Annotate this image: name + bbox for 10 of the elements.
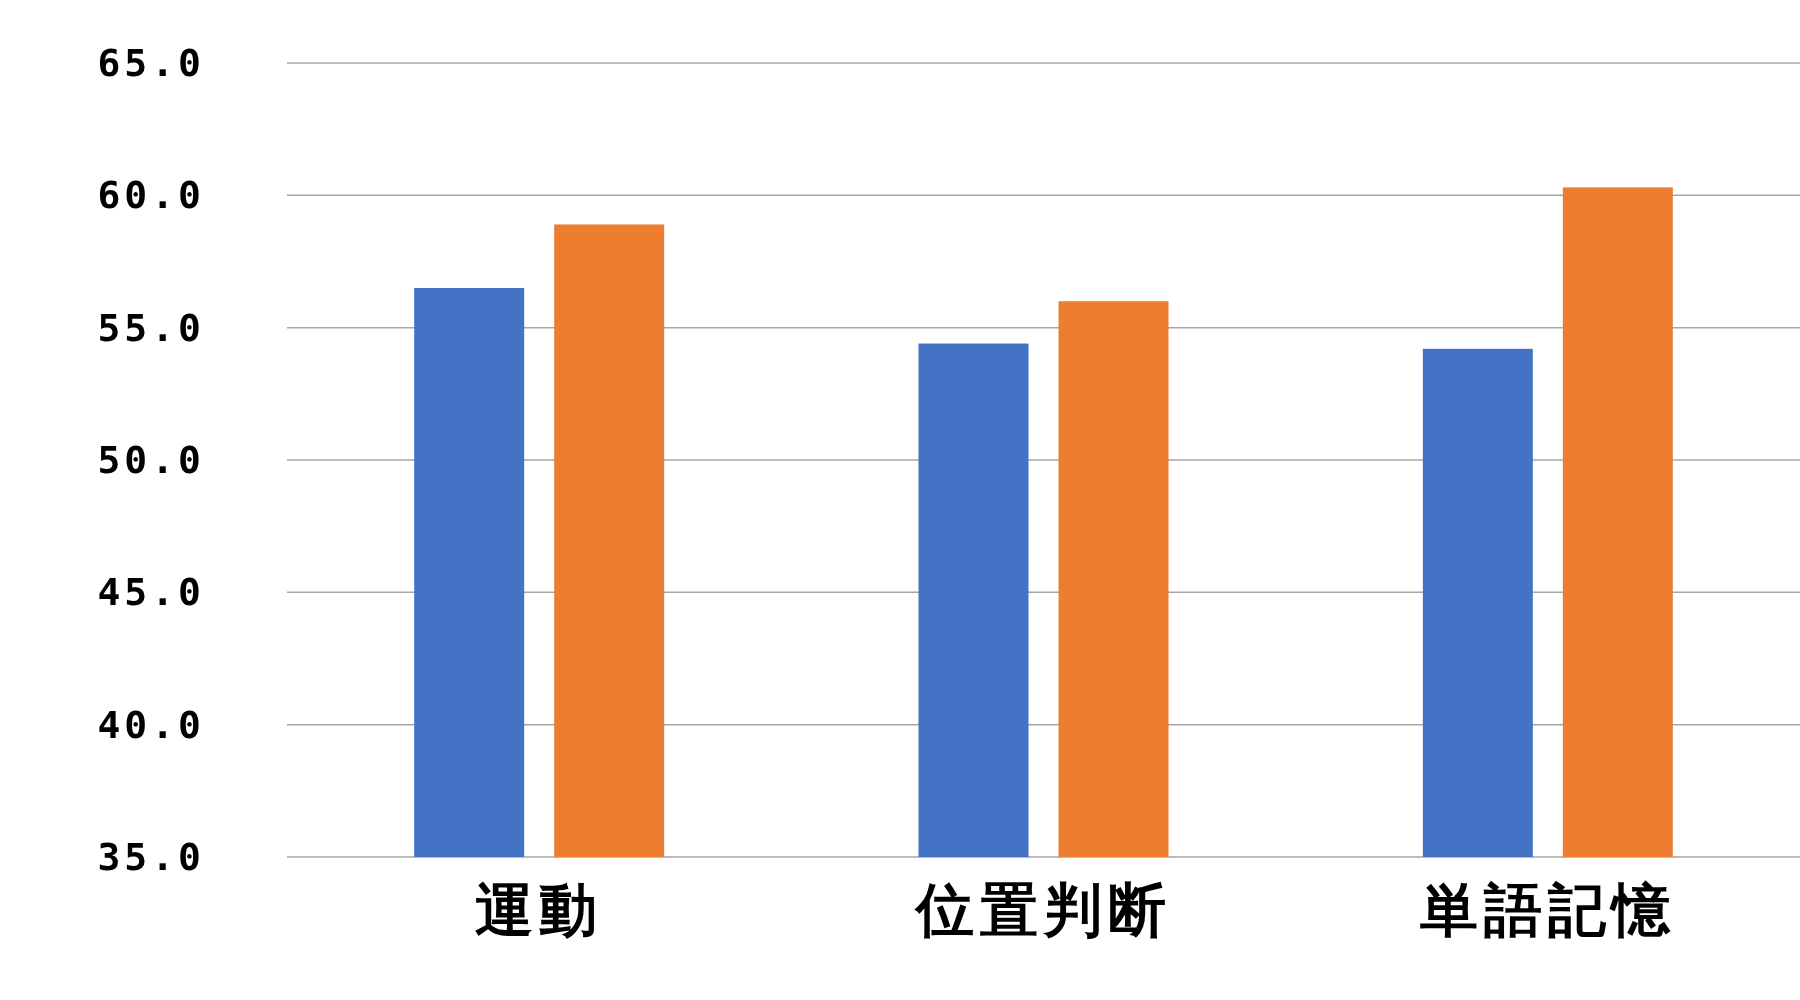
y-tick-label: 60.0: [97, 173, 205, 218]
y-tick-label: 45.0: [97, 570, 205, 615]
y-tick-label: 40.0: [97, 702, 205, 747]
y-tick-label: 65.0: [97, 41, 205, 85]
y-tick-label: 35.0: [97, 835, 205, 879]
y-tick-label: 55.0: [97, 305, 205, 350]
x-tick-label: 運動: [475, 876, 604, 944]
x-tick-label: 単語記憶: [1419, 876, 1676, 944]
y-tick-label: 50.0: [97, 438, 205, 482]
x-tick-label: 位置判断: [913, 876, 1172, 944]
